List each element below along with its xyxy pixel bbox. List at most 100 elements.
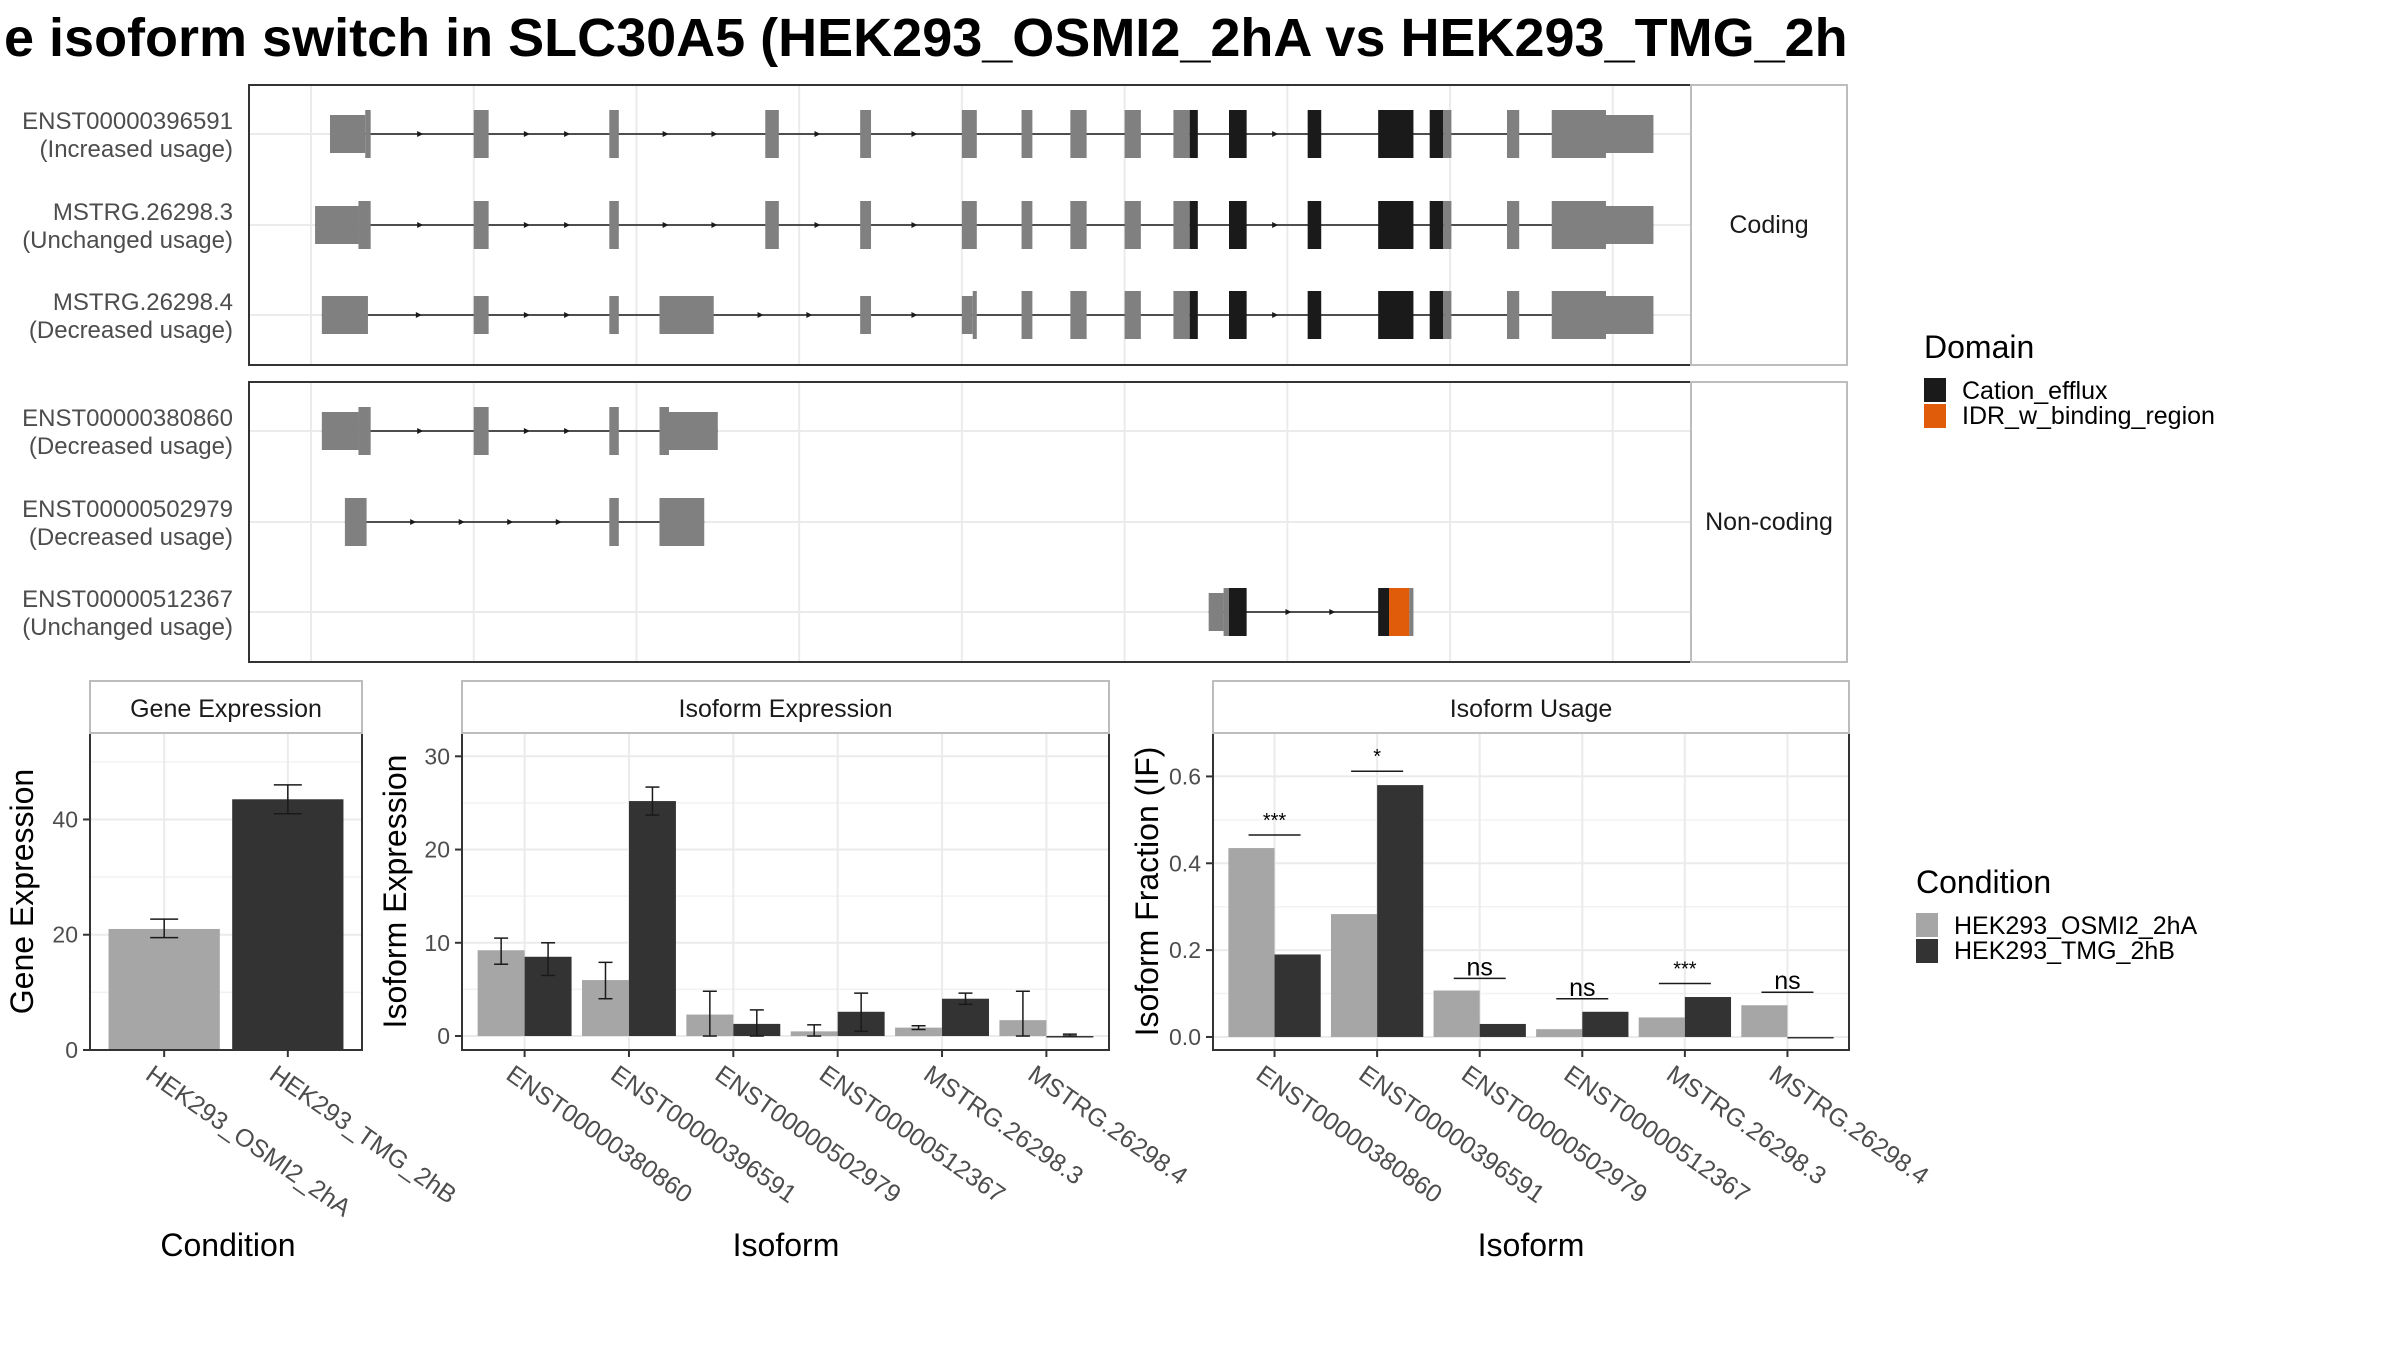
- x-tick-label: ENST00000380860: [1251, 1060, 1447, 1209]
- exon: [659, 407, 669, 455]
- utr-exon: [315, 206, 359, 244]
- bar: [232, 799, 344, 1050]
- exon: [972, 291, 977, 339]
- domain-legend: Domain Cation_efflux IDR_w_binding_regio…: [1924, 329, 2215, 430]
- direction-arrow: [1329, 609, 1336, 615]
- exon: [1124, 110, 1141, 158]
- bar: [1638, 1017, 1685, 1037]
- isoform-usage-label: (Decreased usage): [29, 317, 233, 344]
- bar: [1330, 914, 1378, 1037]
- exon: [1021, 110, 1033, 158]
- utr-exon: [1208, 593, 1224, 631]
- idr-binding-region: [1389, 588, 1410, 636]
- exon: [1551, 291, 1606, 339]
- exon: [1173, 201, 1190, 249]
- bar: [1787, 1036, 1834, 1039]
- direction-arrow: [555, 519, 562, 525]
- y-tick-label: 40: [52, 806, 78, 832]
- exon: [1551, 110, 1606, 158]
- direction-arrow: [417, 131, 424, 137]
- exon: [659, 498, 705, 546]
- cation-efflux-domain: [1307, 201, 1322, 249]
- direction-arrow: [410, 519, 417, 525]
- direction-arrow: [711, 131, 718, 137]
- isoform-id-label: ENST00000396591: [22, 108, 233, 135]
- direction-arrow: [523, 222, 530, 228]
- exon: [473, 407, 489, 455]
- exon: [1551, 201, 1606, 249]
- bar: [895, 1027, 943, 1037]
- y-tick-label: 0.0: [1169, 1024, 1201, 1050]
- direction-arrow: [564, 312, 571, 318]
- isoform-id-label: MSTRG.26298.4: [53, 289, 233, 316]
- bar: [1274, 954, 1321, 1037]
- x-tick-label: ENST00000512367: [814, 1060, 1010, 1209]
- exon: [358, 407, 371, 455]
- direction-arrow: [662, 222, 669, 228]
- utr-exon: [1605, 115, 1654, 153]
- noncoding-strip-label: Non-coding: [1705, 508, 1833, 536]
- direction-arrow: [911, 222, 918, 228]
- panel-strip-title: Isoform Expression: [679, 695, 893, 723]
- exon: [1021, 291, 1033, 339]
- condition-legend-title: Condition: [1916, 864, 2051, 900]
- utr-exon: [321, 296, 368, 334]
- y-tick-label: 20: [52, 922, 78, 948]
- exon: [609, 498, 619, 546]
- exon: [1070, 110, 1087, 158]
- bar: [1377, 785, 1424, 1037]
- panel-strip-title: Gene Expression: [130, 695, 322, 723]
- bar: [1479, 1023, 1526, 1037]
- significance-label: ns: [1774, 967, 1800, 995]
- direction-arrow: [1285, 609, 1292, 615]
- structure-gridlines: [249, 85, 1691, 662]
- direction-arrow: [806, 312, 813, 318]
- direction-arrow: [814, 131, 821, 137]
- utr-exon: [321, 412, 359, 450]
- legend-key-osmi: [1916, 913, 1938, 937]
- legend-label-tmg: HEK293_TMG_2hB: [1954, 937, 2175, 965]
- cation-efflux-domain: [1429, 110, 1444, 158]
- direction-arrow: [564, 428, 571, 434]
- cation-efflux-domain: [1229, 291, 1247, 339]
- utr-exon: [329, 115, 366, 153]
- utr-exon: [860, 296, 872, 334]
- significance-label: ns: [1467, 953, 1493, 981]
- cation-efflux-domain: [1229, 588, 1247, 636]
- direction-arrow: [507, 519, 514, 525]
- direction-arrow: [911, 131, 918, 137]
- x-tick-label: ENST00000396591: [1354, 1060, 1550, 1209]
- cation-efflux-domain: [1378, 201, 1414, 249]
- y-tick-label: 0.4: [1169, 850, 1201, 876]
- utr-exon: [1605, 206, 1654, 244]
- exon: [609, 407, 619, 455]
- cation-efflux-domain: [1378, 588, 1390, 636]
- cation-efflux-domain: [1307, 110, 1322, 158]
- isoform-id-label: ENST00000512367: [22, 586, 233, 613]
- bar: [1228, 848, 1275, 1037]
- bar: [1433, 990, 1480, 1037]
- x-tick-label: HEK293_OSMI2_2hA: [141, 1060, 357, 1223]
- isoform-id-label: ENST00000380860: [22, 405, 233, 432]
- legend-key-idr: [1924, 404, 1946, 428]
- legend-label-idr: IDR_w_binding_region: [1962, 402, 2215, 430]
- isoform-usage-label: (Increased usage): [40, 136, 233, 163]
- cation-efflux-domain: [1429, 291, 1444, 339]
- direction-arrow: [911, 312, 918, 318]
- direction-arrow: [564, 131, 571, 137]
- exon: [344, 498, 367, 546]
- exon: [473, 110, 489, 158]
- exon: [860, 201, 872, 249]
- structure-panel: Coding Non-coding ENST00000396591(Increa…: [22, 84, 1848, 663]
- cation-efflux-domain: [1189, 291, 1198, 339]
- utr-exon: [668, 412, 718, 450]
- condition-legend: Condition HEK293_OSMI2_2hA HEK293_TMG_2h…: [1916, 864, 2198, 965]
- y-axis-title: Isoform Expression: [377, 755, 413, 1029]
- cation-efflux-domain: [1378, 291, 1414, 339]
- isoform-usage-label: (Unchanged usage): [22, 227, 233, 254]
- coding-strip-label: Coding: [1729, 211, 1808, 239]
- y-tick-label: 0.2: [1169, 937, 1201, 963]
- bar: [108, 928, 220, 1050]
